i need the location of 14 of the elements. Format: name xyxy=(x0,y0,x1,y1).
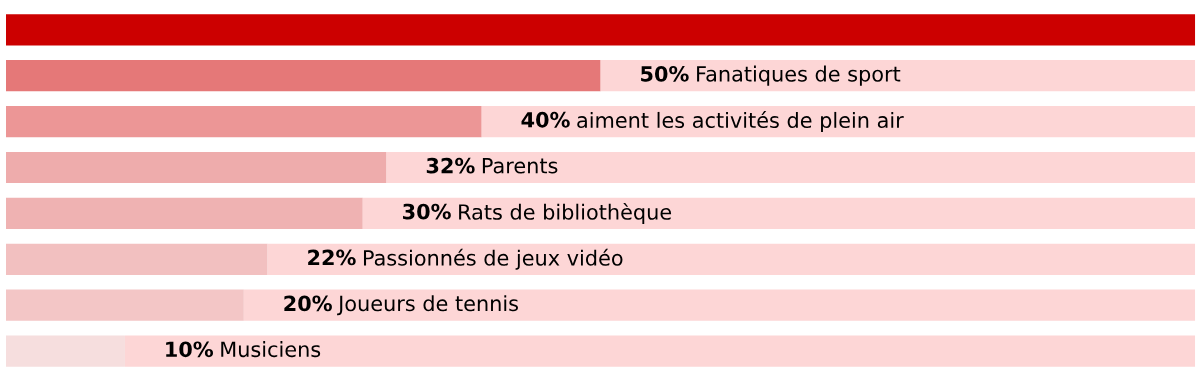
y-tick-label: Joueurs de tennis xyxy=(337,295,518,316)
data-label: 22% xyxy=(308,249,356,266)
data-label: 20% xyxy=(284,295,332,312)
y-tick-label: aiment les activités de plein air xyxy=(577,111,904,133)
data-label: 40% xyxy=(521,111,570,128)
y-tick-label: Parents xyxy=(482,158,558,174)
y-tick-label: Rats de bibliothèque xyxy=(459,202,672,224)
data-label: 50% xyxy=(641,65,689,82)
y-tick-label: Fanatiques de sport xyxy=(697,65,901,86)
data-label: 32% xyxy=(426,157,475,174)
y-tick-label: Musiciens xyxy=(221,341,321,358)
data-label: 10% xyxy=(166,341,214,358)
data-label: 30% xyxy=(403,203,451,220)
y-tick-label: Passionnés de jeux vidéo xyxy=(363,248,623,270)
